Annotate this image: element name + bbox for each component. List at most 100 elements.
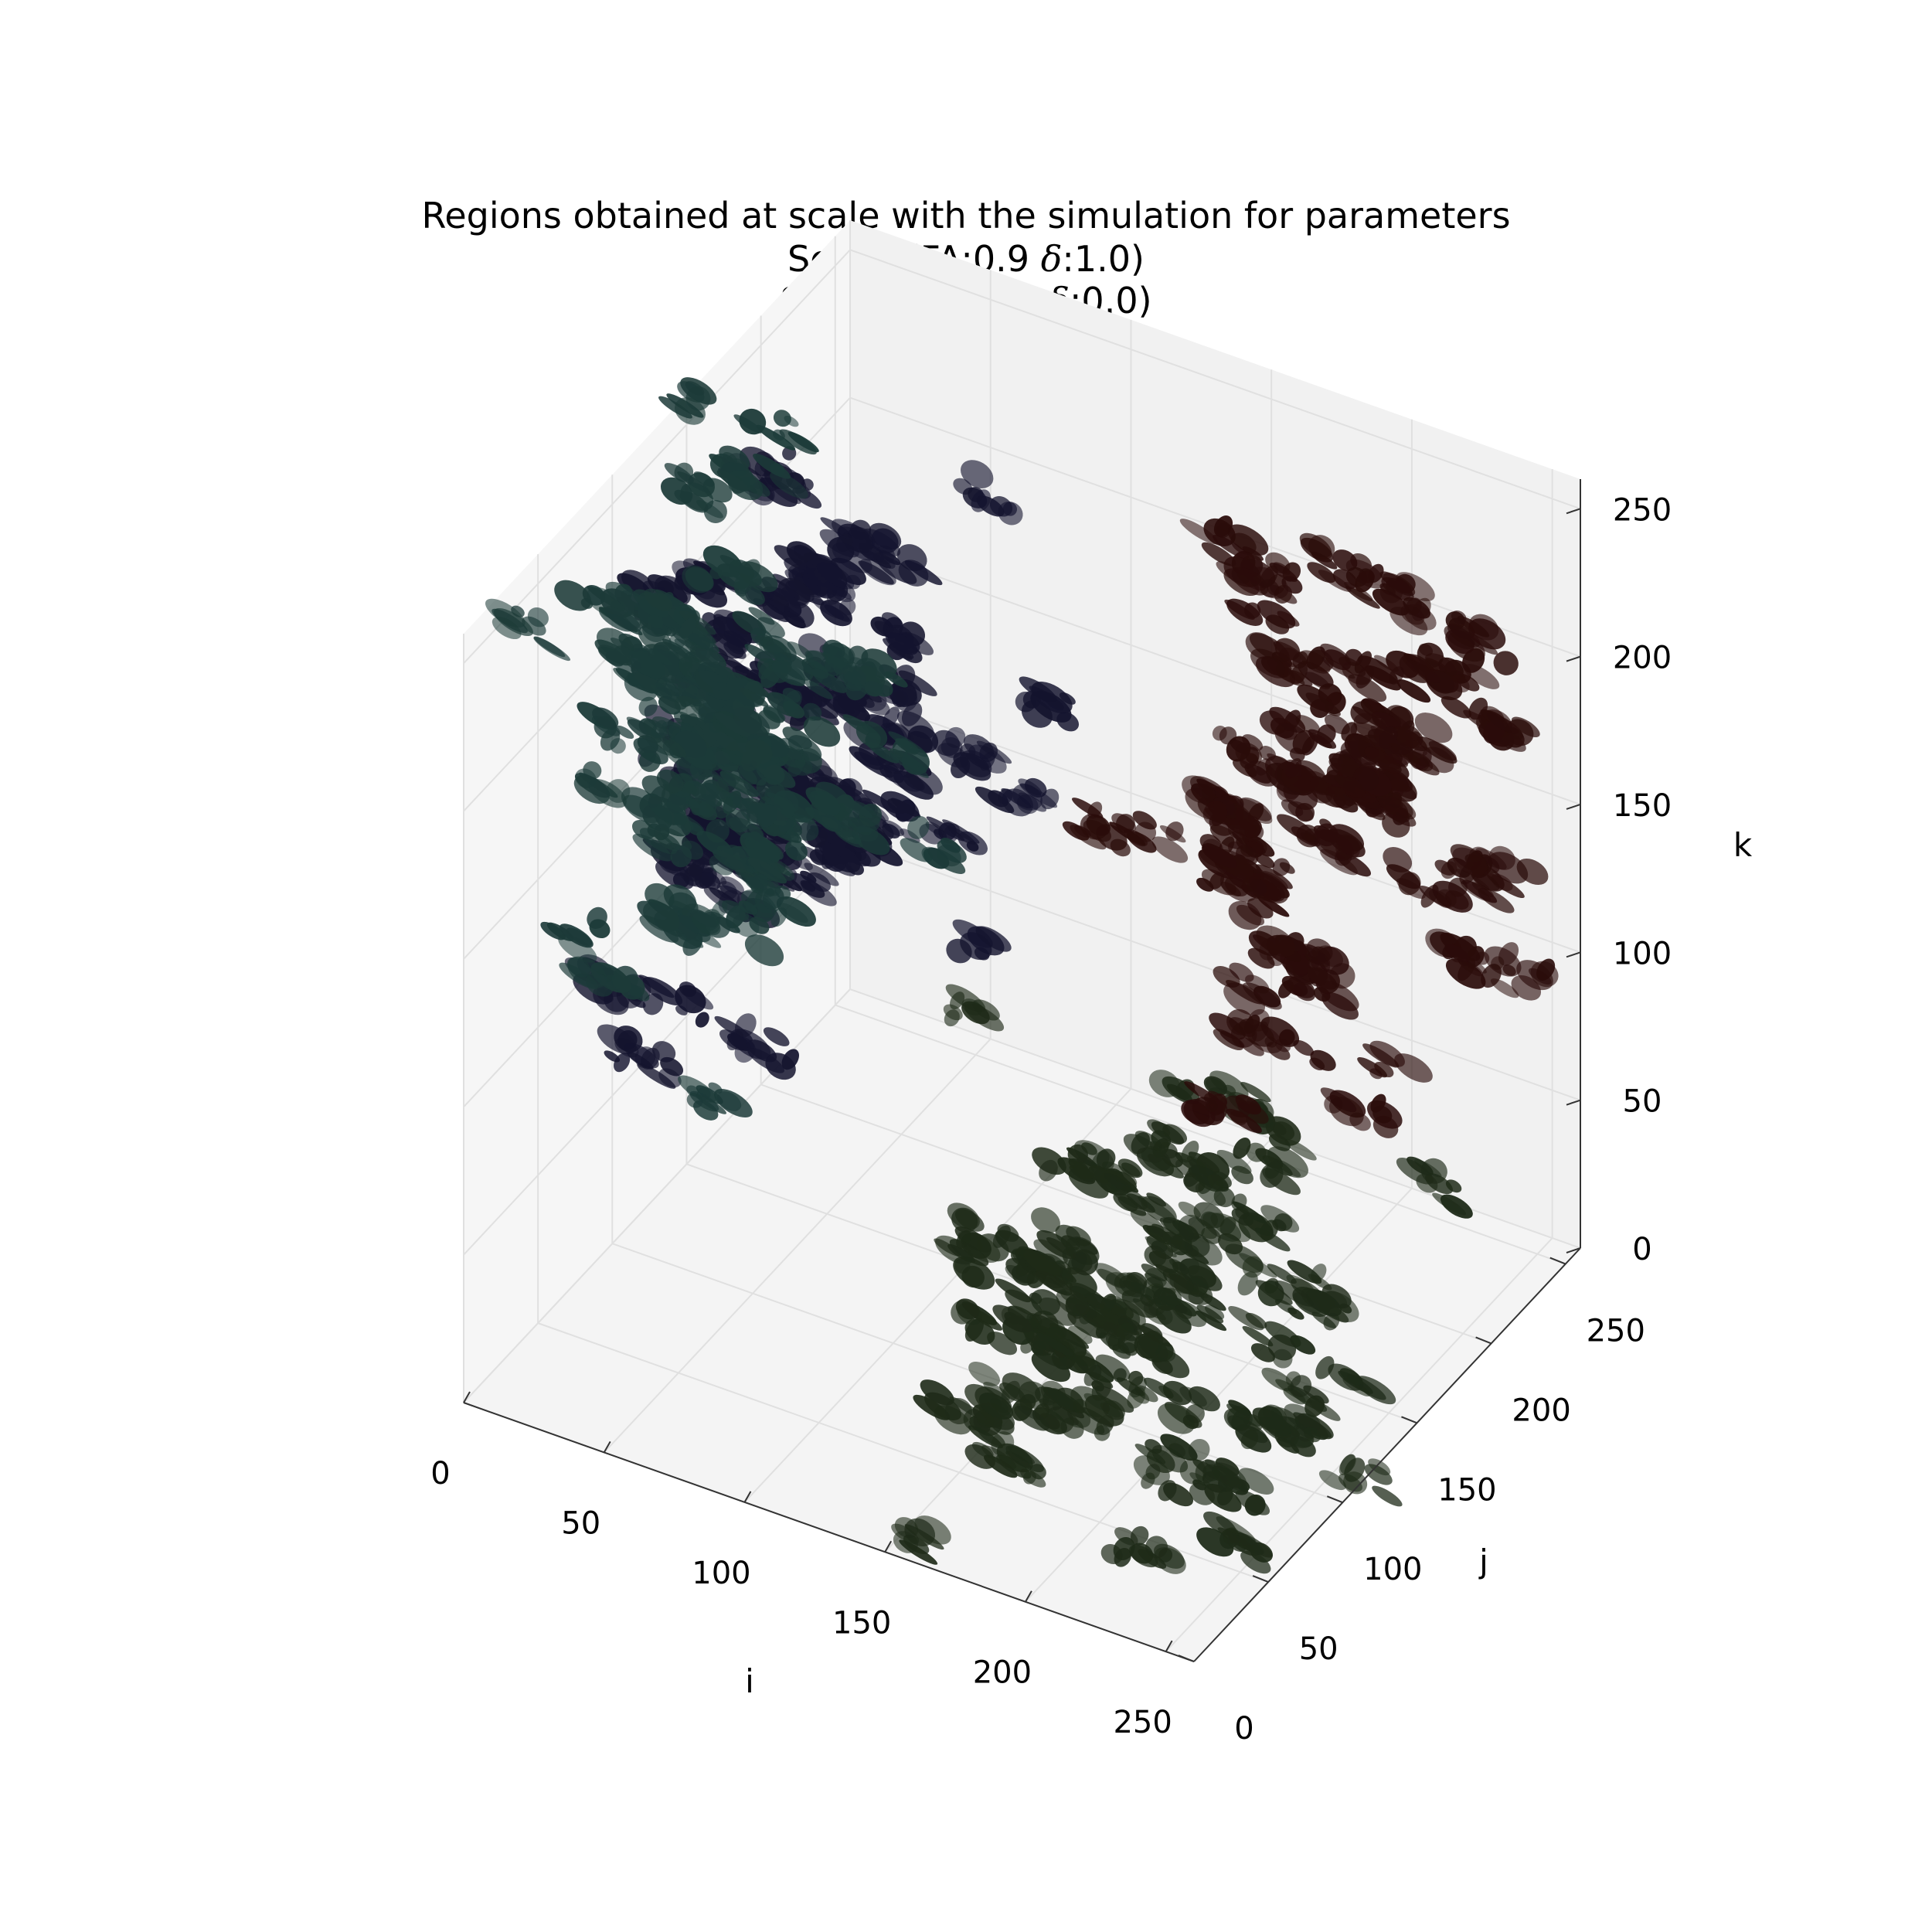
data-point bbox=[1036, 1332, 1074, 1357]
data-point bbox=[838, 811, 879, 842]
data-point bbox=[1236, 570, 1266, 591]
data-point bbox=[1240, 1082, 1271, 1103]
data-point bbox=[1202, 843, 1237, 869]
data-point bbox=[741, 747, 763, 772]
data-point bbox=[1067, 1311, 1107, 1339]
data-point bbox=[1188, 1438, 1210, 1461]
point-cluster bbox=[638, 975, 714, 1028]
data-point bbox=[720, 876, 744, 895]
data-point bbox=[1201, 869, 1236, 896]
data-point bbox=[1014, 1406, 1049, 1431]
data-point bbox=[1350, 701, 1373, 724]
x-tick-label: 150 bbox=[832, 1605, 891, 1641]
data-point bbox=[1032, 1271, 1068, 1295]
point-cluster bbox=[631, 820, 692, 868]
data-point bbox=[937, 839, 967, 863]
data-point bbox=[821, 816, 839, 829]
point-cluster bbox=[1213, 534, 1303, 604]
delta-symbol: δ bbox=[1040, 238, 1063, 280]
z-tick-label: 200 bbox=[1613, 641, 1672, 676]
data-point bbox=[784, 415, 799, 427]
data-point bbox=[733, 414, 763, 434]
data-point bbox=[1247, 898, 1274, 919]
data-point bbox=[745, 876, 764, 892]
data-point bbox=[1239, 1253, 1277, 1278]
data-point bbox=[1217, 1527, 1256, 1553]
data-point bbox=[895, 799, 916, 822]
z-tick bbox=[1566, 951, 1581, 958]
data-point bbox=[1211, 1171, 1232, 1189]
data-point bbox=[1039, 1159, 1058, 1182]
data-point bbox=[1379, 580, 1403, 604]
data-point bbox=[1151, 836, 1189, 863]
data-point bbox=[1308, 535, 1335, 560]
data-point bbox=[983, 1382, 1010, 1400]
data-point bbox=[1260, 579, 1280, 598]
data-point bbox=[1227, 524, 1269, 556]
data-point bbox=[782, 611, 806, 629]
point-cluster bbox=[1210, 1187, 1300, 1252]
data-point bbox=[1072, 798, 1104, 818]
data-point bbox=[1240, 1550, 1271, 1574]
data-point bbox=[633, 737, 668, 764]
data-point bbox=[1179, 1458, 1207, 1485]
data-point bbox=[763, 886, 784, 910]
data-point bbox=[947, 1202, 980, 1230]
data-point bbox=[586, 972, 614, 997]
data-point bbox=[815, 781, 850, 809]
point-cluster bbox=[1425, 928, 1522, 998]
data-point bbox=[685, 864, 703, 882]
point-cluster bbox=[934, 1235, 1031, 1303]
data-point bbox=[1530, 961, 1559, 988]
data-point bbox=[953, 752, 992, 781]
point-cluster bbox=[1286, 1260, 1352, 1317]
data-point bbox=[1414, 713, 1453, 743]
data-point bbox=[1226, 1406, 1253, 1431]
data-point bbox=[1264, 1321, 1301, 1348]
data-point bbox=[1240, 1430, 1259, 1450]
data-point bbox=[1369, 1040, 1405, 1067]
data-point bbox=[1252, 1407, 1291, 1437]
data-point bbox=[592, 707, 619, 729]
data-point bbox=[824, 604, 850, 622]
point-cluster bbox=[540, 906, 611, 948]
point-cluster bbox=[804, 781, 883, 842]
data-point bbox=[699, 872, 721, 890]
data-point bbox=[946, 938, 972, 964]
data-point bbox=[1284, 1138, 1317, 1161]
point-cluster bbox=[594, 628, 672, 679]
data-point bbox=[975, 926, 1012, 952]
y-tick-label: 50 bbox=[1299, 1631, 1338, 1667]
point-cluster bbox=[597, 1024, 684, 1089]
y-tick-label: 250 bbox=[1587, 1314, 1645, 1349]
data-point bbox=[1213, 534, 1249, 560]
data-point bbox=[1155, 1342, 1174, 1362]
point-cluster bbox=[1299, 643, 1387, 702]
point-cluster bbox=[1450, 844, 1549, 899]
x-tick-label: 0 bbox=[430, 1456, 450, 1492]
y-tick bbox=[1252, 1575, 1269, 1583]
point-cluster bbox=[1213, 962, 1294, 1015]
data-point bbox=[835, 673, 862, 692]
point-cluster bbox=[891, 1515, 951, 1565]
point-cluster bbox=[641, 769, 717, 821]
data-point bbox=[1141, 1196, 1177, 1223]
data-point bbox=[604, 1050, 621, 1063]
data-point bbox=[1228, 900, 1262, 930]
point-cluster bbox=[1396, 1156, 1473, 1219]
data-point bbox=[648, 785, 665, 808]
y-tick-label: 150 bbox=[1437, 1472, 1496, 1508]
data-point bbox=[1202, 1464, 1221, 1481]
data-point bbox=[1060, 1417, 1084, 1439]
point-cluster bbox=[1256, 925, 1355, 990]
point-cluster bbox=[975, 777, 1060, 817]
data-point bbox=[1005, 1445, 1044, 1472]
z-tick-label: 50 bbox=[1623, 1084, 1662, 1120]
data-point bbox=[716, 563, 750, 590]
data-point bbox=[1255, 864, 1293, 889]
data-point bbox=[1364, 1464, 1393, 1485]
point-cluster bbox=[1181, 1081, 1269, 1134]
data-point bbox=[1202, 801, 1228, 826]
data-point bbox=[710, 731, 730, 749]
data-point bbox=[1151, 1285, 1180, 1306]
